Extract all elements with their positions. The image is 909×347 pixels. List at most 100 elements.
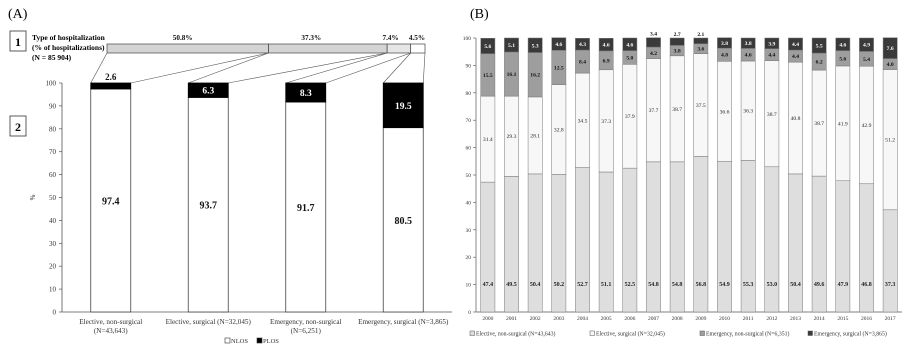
chart-b-data-label: 49.5 — [506, 282, 517, 288]
chart-a-y-tick-label: 20 — [49, 263, 57, 271]
bar-plos-label: 8.3 — [300, 89, 312, 99]
chart-b-data-label: 5.6 — [839, 56, 846, 62]
chart-b-data-label: 4.2 — [650, 51, 657, 57]
chart-b-data-label: 38.7 — [814, 121, 824, 127]
chart-b-x-tick-label: 2006 — [624, 316, 635, 322]
chart-b-data-label: 4.3 — [579, 42, 586, 48]
chart-b-x-tick-label: 2011 — [743, 316, 754, 322]
bar-nlos-label: 93.7 — [200, 201, 218, 212]
chart-b-y-tick-label: 20 — [466, 255, 472, 261]
chart-b-y-tick-label: 80 — [466, 91, 472, 97]
chart-b-data-label: 52.7 — [577, 282, 588, 288]
chart-b-x-tick-label: 2007 — [648, 316, 659, 322]
chart-b-data-label: 4.6 — [745, 53, 752, 59]
chart-b-data-label: 4.9 — [863, 43, 870, 49]
chart-b-x-tick-label: 2000 — [482, 316, 493, 322]
chart-b-bar-emergency-surgical — [646, 38, 660, 47]
legend-a: NLOS PLOS — [225, 338, 279, 345]
chart-b-bar-emergency-surgical — [694, 38, 708, 44]
chart-b-x-tick-label: 2015 — [837, 316, 848, 322]
legend-b-label: Elective, non-surgical (N=43,643) — [476, 331, 556, 338]
legend-a-swatch — [225, 338, 230, 343]
hosp-title-line-3: (N = 85 904) — [32, 53, 72, 62]
chart-b-x-tick-label: 2013 — [790, 316, 801, 322]
chart-a-y-tick-label: 100 — [46, 80, 57, 88]
hosp-share-segment — [411, 44, 425, 53]
chart-b-data-label: 28.1 — [530, 133, 540, 139]
chart-b-data-label: 8.4 — [579, 60, 586, 66]
chart-b-data-label: 55.3 — [743, 282, 754, 288]
hosp-connector-lines — [91, 53, 425, 83]
chart-a-x-tick-label: (N=43,643) — [94, 327, 128, 335]
chart-b-data-label: 31.4 — [483, 137, 493, 143]
chart-b-data-label: 37.7 — [649, 108, 659, 114]
chart-b-data-label: 7.6 — [887, 46, 894, 52]
section-2-box: 2 — [10, 116, 26, 136]
hosp-share-label: 37.3% — [301, 34, 321, 42]
chart-b-x-tick-label: 2008 — [672, 316, 683, 322]
chart-b-data-label: 53.0 — [767, 282, 778, 288]
chart-b-bar-elective-nonsurgical — [836, 181, 850, 312]
chart-b-data-label: 54.9 — [719, 282, 730, 288]
chart-b-y-tick-label: 60 — [466, 146, 472, 152]
chart-b-bar-elective-nonsurgical — [623, 168, 637, 312]
legend-b-label: Emergency, surgical (N=3,865) — [814, 331, 887, 338]
chart-a-y-tick-label: 0 — [53, 309, 57, 317]
legend-b-swatch — [808, 331, 813, 336]
chart-b-data-label: 50.4 — [790, 282, 801, 288]
chart-b-data-label: 16.2 — [530, 73, 540, 79]
chart-b-data-label: 29.3 — [507, 134, 517, 140]
chart-b-data-label: 5.3 — [532, 43, 539, 49]
legend-a-label: NLOS — [231, 338, 248, 345]
chart-b: 0 10 20 30 40 50 60 70 80 90 100 47.4 31.4 15.5 5.6 200… — [463, 32, 902, 322]
chart-b-data-label: 5.6 — [484, 44, 491, 50]
chart-b-x-tick-label: 2016 — [861, 316, 872, 322]
chart-b-x-tick-label: 2004 — [577, 316, 588, 322]
chart-b-data-label: 3.4 — [650, 32, 657, 38]
chart-b-data-label: 3.9 — [768, 41, 775, 47]
hosp-connector-line — [383, 53, 410, 83]
chart-a-x-tick-label: Emergency, non-surgical — [270, 318, 342, 326]
chart-b-data-label: 47.9 — [838, 282, 849, 288]
chart-b-data-label: 32.8 — [554, 128, 564, 134]
chart-a-x-tick-label: Elective, surgical (N=32,045) — [166, 318, 252, 326]
chart-b-bar-emergency-surgical — [670, 38, 684, 45]
hosp-share-label: 7.4% — [383, 34, 399, 42]
chart-a-y-tick-label: 30 — [49, 240, 57, 248]
chart-b-data-label: 6.9 — [603, 58, 610, 64]
chart-b-data-label: 37.5 — [696, 103, 706, 109]
legend-b-label: Elective, surgical (N=32,045) — [596, 331, 665, 338]
chart-b-data-label: 4.4 — [792, 42, 799, 48]
chart-b-data-label: 37.9 — [625, 114, 635, 120]
chart-b-data-label: 4.6 — [839, 42, 846, 48]
chart-b-data-label: 4.0 — [887, 62, 894, 68]
chart-b-x-tick-label: 2010 — [719, 316, 730, 322]
chart-b-data-label: 50.4 — [530, 282, 541, 288]
chart-b-data-label: 47.4 — [483, 282, 494, 288]
chart-b-data-label: 46.8 — [861, 282, 872, 288]
bar-nlos-label: 97.4 — [102, 196, 120, 207]
chart-b-data-label: 4.4 — [792, 54, 799, 60]
chart-a-y-axis-label: % — [29, 194, 37, 200]
legend-a-label: PLOS — [263, 338, 279, 345]
chart-b-bar-elective-nonsurgical — [812, 176, 826, 312]
bar-plos-label: 19.5 — [395, 102, 412, 112]
chart-b-data-label: 38.7 — [672, 107, 682, 113]
legend-b-swatch — [590, 331, 595, 336]
hosp-title-line-1: Type of hospitalization — [32, 33, 106, 42]
chart-b-data-label: 3.6 — [697, 47, 704, 53]
chart-b-data-label: 4.6 — [555, 42, 562, 48]
chart-b-data-label: 37.3 — [601, 119, 611, 125]
chart-b-data-label: 3.8 — [721, 41, 728, 47]
chart-a-y-tick-label: 40 — [49, 217, 57, 225]
hosp-share-segment — [269, 44, 388, 53]
chart-b-bar-elective-nonsurgical — [552, 174, 566, 312]
chart-a-y-tick-label: 60 — [49, 171, 57, 179]
chart-b-data-label: 4.8 — [721, 53, 728, 59]
chart-a-x-tick-label: Emergency, surgical (N=3,865) — [358, 318, 449, 326]
chart-b-data-label: 5.4 — [863, 57, 870, 63]
legend-b-label: Emergency, non-surgical (N=6,351) — [706, 331, 790, 338]
bar-nlos-label: 91.7 — [297, 203, 315, 214]
chart-b-y-tick-label: 90 — [466, 63, 472, 69]
chart-b-data-label: 2.7 — [674, 32, 681, 38]
